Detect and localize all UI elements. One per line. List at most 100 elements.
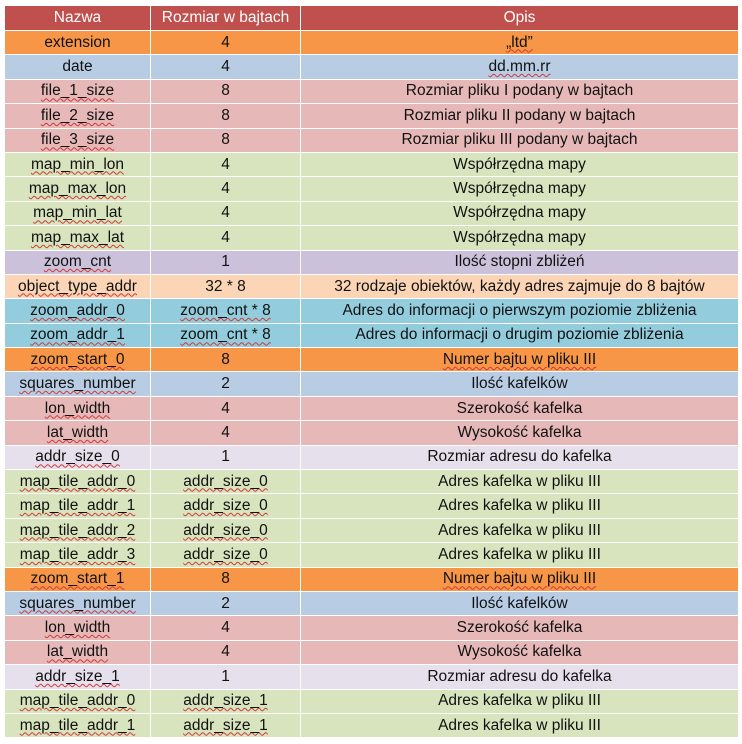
cell-name-text: map_tile_addr_1 <box>19 497 136 515</box>
table-row: addr_size_1 1 Rozmiar adresu do kafelka <box>4 664 739 690</box>
table-row: date 4 dd.mm.rr <box>4 54 739 80</box>
table-row: file_1_size 8 Rozmiar pliku I podany w baj… <box>4 78 739 105</box>
cell-description: dd.mm.rr <box>300 54 739 80</box>
cell-name-text: map_tile_addr_0 <box>19 692 136 710</box>
cell-description-text: Adres kafelka w pliku III <box>438 716 601 734</box>
cell-size-text: 2 <box>221 594 230 612</box>
cell-size: addr_size_0 <box>150 493 301 519</box>
cell-size: zoom_cnt * 8 <box>150 298 301 324</box>
cell-description-text: Adres kafelka w pliku III <box>438 521 601 539</box>
cell-description-text: Ilość kafelków <box>471 594 568 612</box>
cell-size-text: addr_size_0 <box>183 521 268 539</box>
cell-name: squares_number <box>4 590 151 617</box>
cell-name-text: map_tile_addr_1 <box>19 716 136 734</box>
header-description: Opis <box>300 5 739 31</box>
cell-description: Rozmiar adresu do kafelka <box>300 444 739 471</box>
cell-size-text: 8 <box>221 106 230 124</box>
cell-description: Współrzędna mapy <box>300 176 739 202</box>
cell-name: lat_width <box>4 639 151 666</box>
table-row: map_tile_addr_1 addr_size_0 Adres kafelka … <box>4 493 739 519</box>
cell-name: map_tile_addr_2 <box>4 517 151 544</box>
cell-name: lon_width <box>4 395 151 422</box>
cell-description-text: Współrzędna mapy <box>453 204 586 222</box>
cell-description-text: Szerokość kafelka <box>456 619 583 637</box>
cell-name-text: map_max_lat <box>30 228 125 246</box>
cell-size-text: addr_size_1 <box>183 692 268 710</box>
cell-description-text: Współrzędna mapy <box>453 228 586 246</box>
cell-name-text: zoom_addr_0 <box>30 301 125 319</box>
cell-description: Wysokość kafelka <box>300 639 739 666</box>
cell-size: 4 <box>150 639 301 666</box>
cell-size: 4 <box>150 29 301 56</box>
cell-size-text: 4 <box>221 643 230 661</box>
cell-name-text: lat_width <box>46 423 109 441</box>
cell-size-text: 8 <box>221 570 230 588</box>
cell-size: 8 <box>150 103 301 129</box>
cell-description: Rozmiar pliku III podany w bajtach <box>300 127 739 153</box>
cell-description-text: Adres kafelka w pliku III <box>438 545 601 563</box>
cell-size-text: 4 <box>221 155 230 173</box>
cell-description: Współrzędna mapy <box>300 225 739 251</box>
cell-size-text: addr_size_1 <box>183 716 268 734</box>
cell-size: 4 <box>150 395 301 422</box>
cell-size: 8 <box>150 127 301 153</box>
cell-size: 2 <box>150 590 301 617</box>
cell-description: Adres do informacji o drugim poziomie zb… <box>300 322 739 349</box>
table-row: zoom_addr_1 zoom_cnt * 8 Adres do informac… <box>4 322 739 349</box>
table-row: file_2_size 8 Rozmiar pliku II podany w ba… <box>4 103 739 129</box>
table-row: zoom_cnt 1 Ilość stopni zbliżeń <box>4 249 739 275</box>
cell-size: 4 <box>150 615 301 641</box>
cell-size: addr_size_0 <box>150 469 301 495</box>
table-row: map_tile_addr_0 addr_size_1 Adres kafelka … <box>4 688 739 714</box>
cell-name-text: squares_number <box>19 375 136 393</box>
cell-name: file_1_size <box>4 78 151 105</box>
cell-name: map_min_lat <box>4 200 151 227</box>
cell-name-text: map_min_lat <box>33 204 122 222</box>
cell-description: Szerokość kafelka <box>300 395 739 422</box>
cell-name-text: map_tile_addr_0 <box>19 472 136 490</box>
cell-size-text: addr_size_0 <box>183 472 268 490</box>
cell-name: zoom_start_1 <box>4 566 151 592</box>
cell-description-text: Adres kafelka w pliku III <box>438 497 601 515</box>
cell-name: map_max_lon <box>4 176 151 202</box>
cell-size-text: 1 <box>221 667 230 685</box>
cell-name-text: zoom_cnt <box>43 253 112 271</box>
cell-name-text: file_1_size <box>40 82 115 100</box>
cell-description-text: „ltd” <box>506 33 533 51</box>
cell-name-text: date <box>62 58 93 76</box>
cell-size-text: 4 <box>221 228 230 246</box>
cell-size: addr_size_0 <box>150 542 301 568</box>
cell-size-text: 32 * 8 <box>205 277 246 295</box>
cell-size-text: 4 <box>221 180 230 198</box>
cell-description-text: Ilość kafelków <box>471 375 568 393</box>
cell-size-text: 8 <box>221 131 230 149</box>
cell-description-text: Adres do informacji o drugim poziomie zb… <box>355 326 684 344</box>
cell-size: addr_size_1 <box>150 712 301 739</box>
cell-name: squares_number <box>4 371 151 397</box>
cell-size: 4 <box>150 151 301 178</box>
cell-name: map_tile_addr_0 <box>4 688 151 714</box>
table-row: lon_width 4 Szerokość kafelka <box>4 395 739 422</box>
cell-size-text: 8 <box>221 350 230 368</box>
cell-description-text: Współrzędna mapy <box>453 180 586 198</box>
cell-description: Adres do informacji o pierwszym poziomie… <box>300 298 739 324</box>
cell-name-text: file_3_size <box>40 131 115 149</box>
cell-size: zoom_cnt * 8 <box>150 322 301 349</box>
cell-description-text: Adres do informacji o pierwszym poziomie… <box>342 301 697 319</box>
cell-name: map_tile_addr_1 <box>4 493 151 519</box>
cell-name-text: map_tile_addr_2 <box>19 521 136 539</box>
cell-size: 2 <box>150 371 301 397</box>
cell-name-text: lon_width <box>44 619 111 637</box>
cell-description: Wysokość kafelka <box>300 420 739 446</box>
cell-description: Współrzędna mapy <box>300 151 739 178</box>
table-row: squares_number 2 Ilość kafelków <box>4 590 739 617</box>
cell-size: 8 <box>150 78 301 105</box>
cell-name: addr_size_1 <box>4 664 151 690</box>
cell-description: Adres kafelka w pliku III <box>300 517 739 544</box>
cell-size: addr_size_1 <box>150 688 301 714</box>
table-row: zoom_addr_0 zoom_cnt * 8 Adres do informac… <box>4 298 739 324</box>
cell-description: Rozmiar pliku II podany w bajtach <box>300 103 739 129</box>
cell-description-text: Szerokość kafelka <box>456 399 583 417</box>
cell-description: Ilość kafelków <box>300 371 739 397</box>
table-row: map_tile_addr_2 addr_size_0 Adres kafelka … <box>4 517 739 544</box>
